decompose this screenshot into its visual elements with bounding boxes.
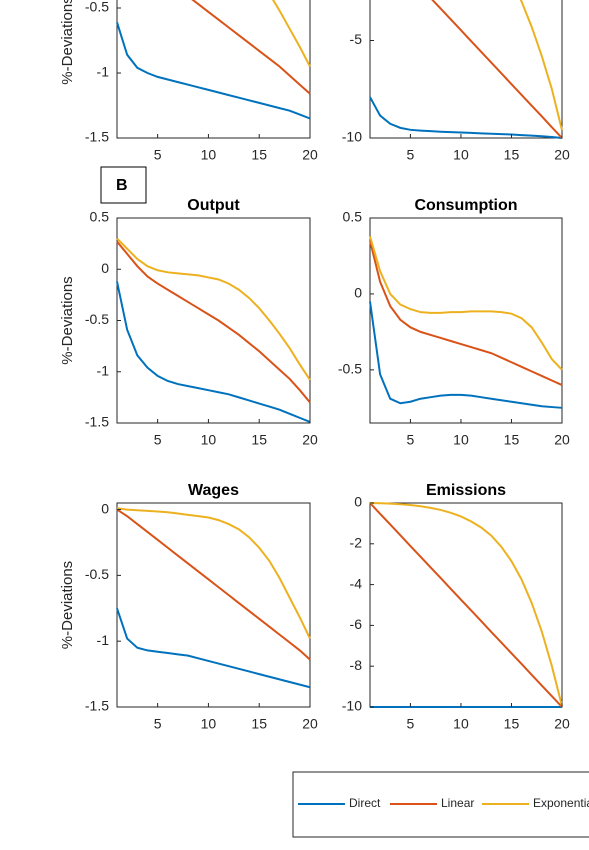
series-line (116, 607, 311, 689)
axes-box (116, 502, 311, 708)
series-line (369, 96, 563, 139)
y-tick-label: -0.5 (85, 0, 109, 15)
y-tick-label: -0.5 (338, 361, 362, 377)
x-tick-label: 10 (201, 147, 217, 163)
y-tick-label: -1.5 (85, 698, 109, 714)
x-tick-label: 10 (201, 716, 217, 732)
panel-label: B (116, 177, 128, 194)
series-line (116, 22, 311, 120)
series-line (116, 508, 311, 661)
series-line (369, 502, 563, 708)
legend-box (292, 771, 589, 838)
chart-title: Consumption (414, 197, 517, 214)
axes-box (116, 217, 311, 424)
y-tick-label: 0.5 (90, 209, 110, 225)
series-line (116, 237, 311, 381)
series-line (116, 281, 311, 423)
y-tick-label: -2 (350, 535, 363, 551)
label-box (100, 166, 147, 204)
y-tick-label: 0 (101, 260, 109, 276)
y-tick-label: -8 (350, 657, 363, 673)
legend-label: Direct (349, 796, 381, 810)
x-tick-label: 15 (251, 432, 267, 448)
y-tick-label: -5 (350, 31, 363, 47)
y-tick-label: -1 (97, 362, 110, 378)
axes-box (369, 0, 563, 139)
y-axis-label: %-Deviations (59, 0, 76, 85)
y-tick-label: -10 (342, 698, 362, 714)
x-tick-label: 5 (154, 147, 162, 163)
x-tick-label: 15 (251, 147, 267, 163)
x-tick-label: 5 (407, 432, 415, 448)
x-tick-label: 5 (154, 432, 162, 448)
series-line (519, 0, 563, 131)
series-line (431, 0, 563, 139)
series-line (369, 235, 563, 371)
x-tick-label: 20 (554, 147, 570, 163)
y-tick-label: 0 (354, 494, 362, 510)
y-tick-label: -1 (97, 64, 110, 80)
x-tick-label: 15 (251, 716, 267, 732)
x-tick-label: 5 (407, 716, 415, 732)
x-tick-label: 10 (201, 432, 217, 448)
series-line (116, 240, 311, 404)
series-line (116, 507, 311, 639)
x-tick-label: 10 (453, 147, 469, 163)
y-axis-label: %-Deviations (59, 276, 76, 364)
x-tick-label: 20 (302, 432, 318, 448)
x-tick-label: 5 (407, 147, 415, 163)
x-tick-label: 15 (504, 432, 520, 448)
y-tick-label: -10 (342, 129, 362, 145)
x-tick-label: 20 (554, 432, 570, 448)
y-axis-label: %-Deviations (59, 561, 76, 649)
axes-box (116, 0, 311, 139)
series-line (369, 240, 563, 386)
chart-title: Output (187, 197, 240, 214)
x-tick-label: 15 (504, 147, 520, 163)
series-line (369, 301, 563, 409)
y-tick-label: -4 (350, 575, 363, 591)
axes-box (369, 217, 563, 424)
y-tick-label: 0 (101, 500, 109, 516)
y-tick-label: -1.5 (85, 414, 109, 430)
y-tick-label: -1.5 (85, 129, 109, 145)
chart-title: Emissions (426, 482, 506, 499)
chart-title: Wages (188, 482, 239, 499)
y-tick-label: -6 (350, 616, 363, 632)
y-tick-label: -0.5 (85, 311, 109, 327)
x-tick-label: 10 (453, 716, 469, 732)
x-tick-label: 15 (504, 716, 520, 732)
legend-label: Exponential (533, 796, 589, 810)
y-tick-label: -0.5 (85, 566, 109, 582)
series-line (271, 0, 311, 67)
x-tick-label: 20 (302, 147, 318, 163)
legend-label: Linear (441, 796, 474, 810)
x-tick-label: 20 (554, 716, 570, 732)
y-tick-label: 0 (354, 285, 362, 301)
y-tick-label: 0.5 (343, 209, 363, 225)
series-line (369, 502, 563, 707)
x-tick-label: 5 (154, 716, 162, 732)
x-tick-label: 10 (453, 432, 469, 448)
x-tick-label: 20 (302, 716, 318, 732)
series-line (191, 0, 311, 95)
y-tick-label: -1 (97, 632, 110, 648)
